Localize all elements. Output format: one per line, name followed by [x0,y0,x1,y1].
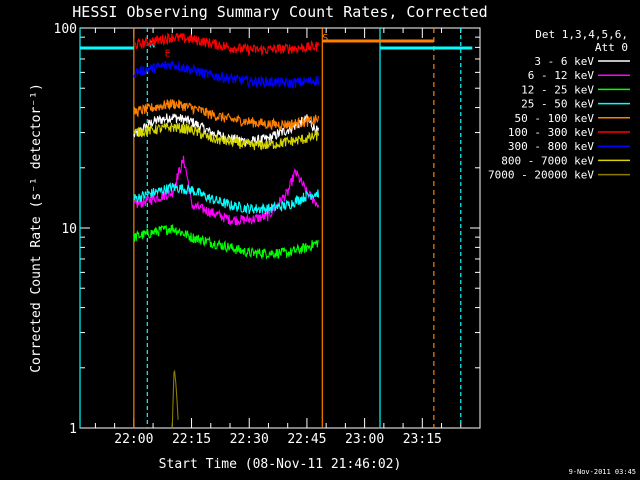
x-tick-label-1: 22:15 [172,432,211,447]
series-3 [133,181,320,215]
legend-label-0: 3 - 6 keV [534,55,594,68]
legend-label-7: 800 - 7000 keV [501,154,594,167]
series-4 [133,99,320,131]
legend-label-1: 6 - 12 keV [528,69,595,82]
series-1 [133,155,320,226]
legend-title-line2: Att 0 [595,41,628,54]
x-tick-label-4: 23:00 [345,432,384,447]
x-tick-label-0: 22:00 [114,432,153,447]
series-line-7 [133,121,320,151]
series-line-2 [133,224,319,261]
series-line-4 [133,99,320,131]
legend-label-6: 300 - 800 keV [508,140,594,153]
legend-label-5: 100 - 300 keV [508,126,594,139]
series-8 [171,369,179,429]
series-2 [133,224,319,261]
x-axis-label: Start Time (08-Nov-11 21:46:02) [159,457,402,472]
series-line-5 [133,32,320,57]
series-5 [133,32,320,57]
chart-title: HESSI Observing Summary Count Rates, Cor… [72,3,487,21]
date-stamp: 9-Nov-2011 03:45 [569,468,636,476]
legend-label-4: 50 - 100 keV [515,112,595,125]
legend-title-line1: Det 1,3,4,5,6, [535,28,628,41]
y-axis-label: Corrected Count Rate (s⁻¹ detector⁻¹) [29,83,44,373]
x-tick-label-2: 22:30 [230,432,269,447]
x-tick-label-3: 22:45 [287,432,326,447]
x-tick-label-5: 23:15 [403,432,442,447]
y-tick-label-0: 1 [69,422,77,437]
series-line-8 [171,369,179,429]
legend-label-8: 7000 - 20000 keV [488,169,594,182]
series-7 [133,121,320,151]
legend-label-2: 12 - 25 keV [521,83,594,96]
series-line-1 [133,155,320,226]
annotation-1: E [165,49,171,60]
y-tick-label-2: 100 [54,22,77,37]
plot-frame [79,27,481,429]
series-6 [133,59,320,90]
legend-label-3: 25 - 50 keV [521,98,594,111]
series-line-3 [133,181,320,215]
y-tick-label-1: 10 [61,222,77,237]
series-line-6 [133,59,320,90]
annotation-2: S [322,33,328,44]
